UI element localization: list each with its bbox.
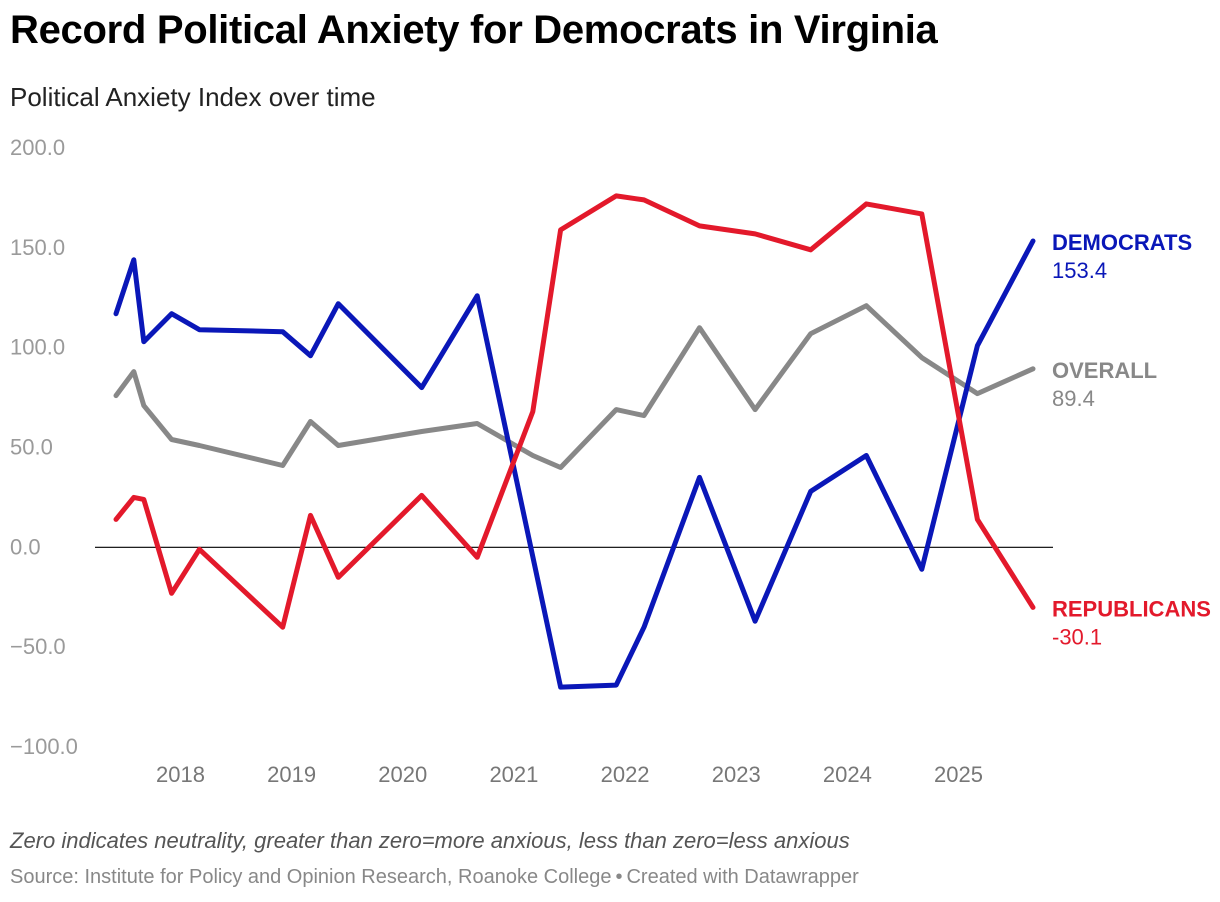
series-value-democrats: 153.4 [1052, 258, 1107, 283]
x-tick-label: 2023 [712, 762, 761, 787]
y-tick-label: 100.0 [10, 335, 65, 360]
x-tick-label: 2022 [601, 762, 650, 787]
x-axis: 2018 2019 2020 2021 2022 2023 2024 2025 [156, 762, 983, 787]
series-lines [113, 193, 1036, 690]
x-tick-label: 2019 [267, 762, 316, 787]
series-end-labels: DEMOCRATS 153.4 OVERALL 89.4 REPUBLICANS -30.… [1052, 230, 1211, 649]
source-separator: • [615, 866, 623, 888]
source-text: Source: Institute for Policy and Opinion… [10, 866, 612, 888]
series-label-overall: OVERALL [1052, 358, 1157, 383]
y-axis: −100.0 −50.0 0.0 50.0 100.0 150.0 200.0 [10, 135, 78, 759]
chart-note: Zero indicates neutrality, greater than … [10, 828, 850, 853]
series-label-democrats: DEMOCRATS [1052, 230, 1192, 255]
series-value-republicans: -30.1 [1052, 624, 1102, 649]
chart-title: Record Political Anxiety for Democrats i… [10, 8, 938, 52]
y-tick-label: 150.0 [10, 235, 65, 260]
y-tick-label: 200.0 [10, 135, 65, 160]
series-line-republicans [113, 193, 1036, 630]
x-tick-label: 2025 [934, 762, 983, 787]
x-tick-label: 2018 [156, 762, 205, 787]
series-value-overall: 89.4 [1052, 386, 1095, 411]
y-tick-label: −100.0 [10, 734, 78, 759]
chart-source: Source: Institute for Policy and Opinion… [10, 866, 859, 889]
chart-subtitle: Political Anxiety Index over time [10, 82, 376, 112]
y-tick-label: −50.0 [10, 634, 66, 659]
y-tick-label: 50.0 [10, 435, 53, 460]
series-line-overall [113, 303, 1036, 470]
series-label-republicans: REPUBLICANS [1052, 596, 1211, 621]
x-tick-label: 2024 [823, 762, 872, 787]
series-line-democrats [113, 238, 1036, 690]
x-tick-label: 2021 [489, 762, 538, 787]
y-tick-label: 0.0 [10, 534, 41, 559]
x-tick-label: 2020 [378, 762, 427, 787]
credit-link[interactable]: Created with Datawrapper [626, 866, 859, 888]
